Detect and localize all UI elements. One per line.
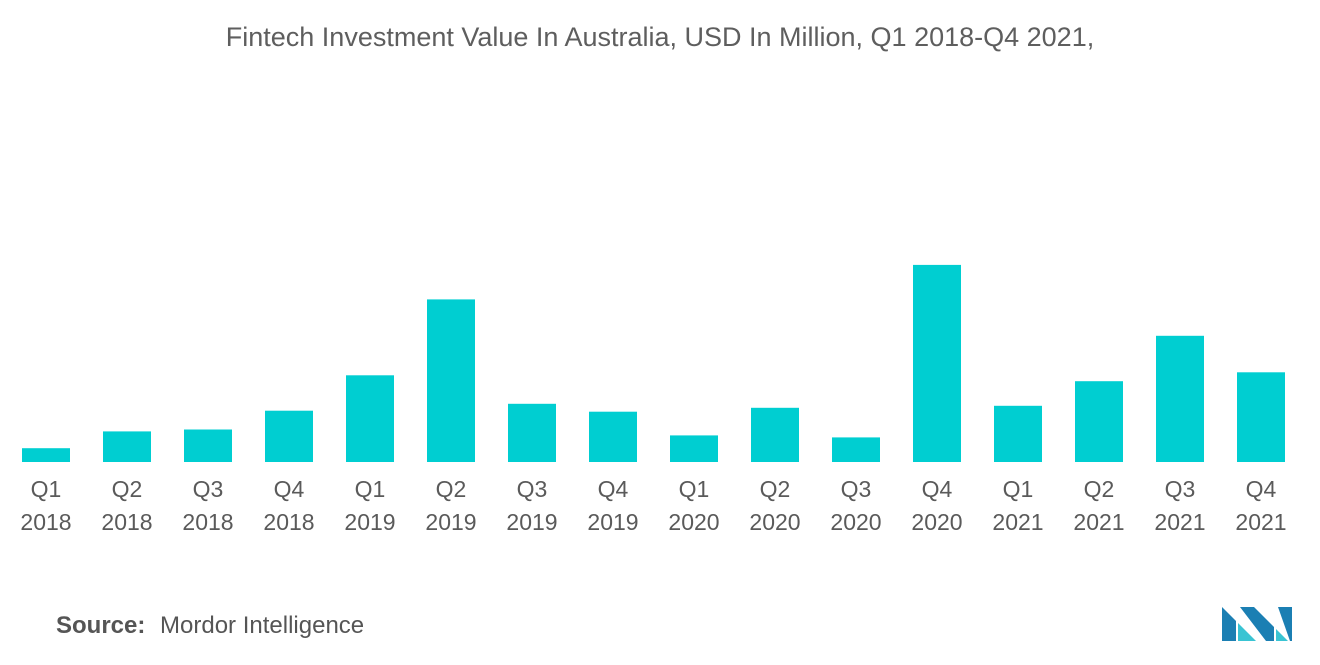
x-tick-quarter: Q2 [760, 476, 791, 502]
bar-q1-2021 [994, 405, 1042, 462]
x-tick-quarter: Q3 [193, 476, 224, 502]
x-tick-label: Q4 2019 [587, 476, 638, 535]
x-tick-year: 2021 [992, 509, 1043, 535]
x-tick-quarter: Q1 [679, 476, 710, 502]
x-tick-quarter: Q3 [1165, 476, 1196, 502]
x-tick-quarter: Q3 [517, 476, 548, 502]
x-tick-quarter: Q1 [31, 476, 62, 502]
source-note: Source: Mordor Intelligence [56, 612, 364, 640]
x-tick-label: Q1 2021 [992, 476, 1043, 535]
bar-q2-2018 [103, 431, 151, 462]
x-tick-label: Q3 2019 [506, 476, 557, 535]
x-tick-year: 2021 [1073, 509, 1124, 535]
x-tick-quarter: Q3 [841, 476, 872, 502]
bar-q2-2021 [1075, 381, 1123, 462]
x-tick-quarter: Q2 [436, 476, 467, 502]
x-tick-label: Q3 2020 [830, 476, 881, 535]
x-tick-year: 2021 [1154, 509, 1205, 535]
source-value: Mordor Intelligence [160, 612, 365, 639]
bar-q3-2019 [508, 403, 556, 462]
x-tick-year: 2020 [668, 509, 719, 535]
x-tick-year: 2018 [101, 509, 152, 535]
x-tick-year: 2018 [263, 509, 314, 535]
bar-q1-2019 [346, 375, 394, 462]
x-tick-quarter: Q4 [922, 476, 953, 502]
x-tick-quarter: Q2 [112, 476, 143, 502]
x-tick-year: 2018 [182, 509, 233, 535]
x-tick-label: Q2 2019 [425, 476, 476, 535]
bar-q3-2018 [184, 429, 232, 462]
bar-q1-2020 [670, 435, 718, 462]
x-tick-label: Q2 2021 [1073, 476, 1124, 535]
bar-q3-2021 [1156, 335, 1204, 462]
x-tick-label: Q4 2021 [1235, 476, 1286, 535]
x-tick-label: Q4 2020 [911, 476, 962, 535]
bar-q2-2020 [751, 407, 799, 462]
x-tick-label: Q3 2021 [1154, 476, 1205, 535]
x-tick-label: Q4 2018 [263, 476, 314, 535]
x-tick-year: 2019 [425, 509, 476, 535]
x-tick-year: 2019 [506, 509, 557, 535]
source-label: Source: [56, 612, 146, 639]
x-tick-quarter: Q2 [1084, 476, 1115, 502]
chart-title: Fintech Investment Value In Australia, U… [225, 22, 1095, 52]
x-tick-quarter: Q1 [1003, 476, 1034, 502]
x-tick-quarter: Q4 [598, 476, 629, 502]
x-tick-label: Q2 2020 [749, 476, 800, 535]
bar-q4-2021 [1237, 372, 1285, 462]
x-tick-label: Q1 2020 [668, 476, 719, 535]
x-tick-year: 2018 [20, 509, 71, 535]
bar-q1-2018 [22, 448, 70, 462]
x-tick-year: 2021 [1235, 509, 1286, 535]
x-tick-quarter: Q1 [355, 476, 386, 502]
mordor-intelligence-logo-icon [1222, 607, 1292, 641]
x-tick-year: 2019 [344, 509, 395, 535]
bar-q3-2020 [832, 437, 880, 462]
bar-q4-2020 [913, 264, 961, 462]
x-tick-quarter: Q4 [1246, 476, 1277, 502]
x-tick-label: Q2 2018 [101, 476, 152, 535]
x-tick-year: 2020 [749, 509, 800, 535]
x-tick-label: Q1 2018 [20, 476, 71, 535]
x-tick-label: Q3 2018 [182, 476, 233, 535]
x-tick-quarter: Q4 [274, 476, 305, 502]
bar-q4-2018 [265, 410, 313, 462]
x-tick-year: 2020 [911, 509, 962, 535]
bar-q2-2019 [427, 299, 475, 462]
x-tick-year: 2020 [830, 509, 881, 535]
x-tick-label: Q1 2019 [344, 476, 395, 535]
bar-q4-2019 [589, 411, 637, 462]
x-tick-year: 2019 [587, 509, 638, 535]
